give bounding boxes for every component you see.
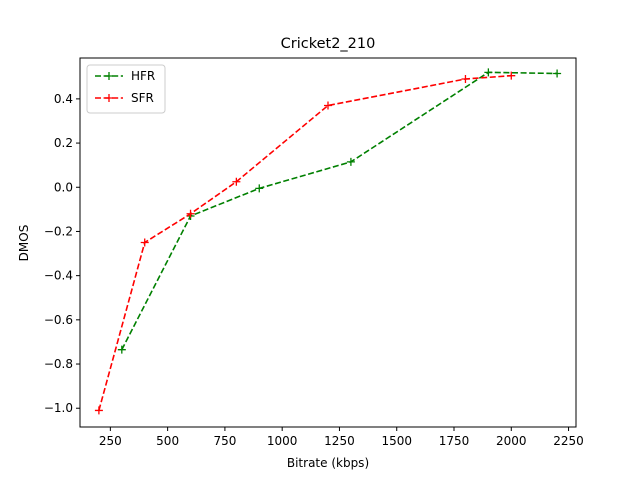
x-tick-label: 500 xyxy=(156,434,179,448)
legend-label: SFR xyxy=(131,91,154,105)
data-point-marker xyxy=(94,406,103,415)
data-point-marker xyxy=(232,177,241,186)
x-axis-title: Bitrate (kbps) xyxy=(287,456,369,470)
data-point-marker xyxy=(324,101,332,110)
data-point-marker xyxy=(186,209,195,218)
y-tick-label: −0.6 xyxy=(44,313,73,327)
x-tick-label: 2250 xyxy=(553,434,584,448)
y-tick-label: 0.4 xyxy=(54,92,73,106)
data-point-marker xyxy=(507,71,516,80)
data-point-marker xyxy=(553,69,562,78)
y-tick-label: 0.2 xyxy=(54,136,73,150)
x-tick-label: 1000 xyxy=(267,434,298,448)
data-point-marker xyxy=(461,74,470,83)
legend: HFR SFR xyxy=(86,64,166,114)
legend-entry-hfr: HFR xyxy=(95,69,155,83)
legend-entry-sfr: SFR xyxy=(95,91,154,105)
y-tick-label: 0.0 xyxy=(54,180,73,194)
data-point-marker xyxy=(255,184,264,193)
y-tick-label: −0.2 xyxy=(44,224,73,238)
y-tick-label: −0.4 xyxy=(44,269,73,283)
x-tick-label: 1750 xyxy=(439,434,470,448)
y-axis-title: DMOS xyxy=(17,225,31,262)
data-point-marker xyxy=(140,238,149,247)
y-tick-label: −1.0 xyxy=(44,401,73,415)
series-hfr xyxy=(117,68,562,354)
y-tick-label: −0.8 xyxy=(44,357,73,371)
legend-label: HFR xyxy=(131,69,155,83)
x-tick-label: 1500 xyxy=(381,434,412,448)
series-line-hfr xyxy=(121,71,558,351)
plot-area xyxy=(94,68,562,415)
axis-ticks: 250 500 750 1000 1250 1500 1750 2000 2250 −1.0 −0.… xyxy=(44,92,584,448)
series-sfr xyxy=(94,71,516,415)
series-line-sfr xyxy=(98,74,512,411)
legend-marker-sample xyxy=(105,72,113,80)
axes-frame xyxy=(79,57,577,428)
chart-title: Cricket2_210 xyxy=(281,36,376,52)
legend-marker-sample xyxy=(105,94,113,102)
data-point-marker xyxy=(117,345,126,354)
data-point-marker xyxy=(346,157,355,166)
x-tick-label: 1250 xyxy=(324,434,355,448)
legend-box xyxy=(86,64,166,114)
data-point-marker xyxy=(484,68,493,77)
x-tick-label: 2000 xyxy=(496,434,527,448)
x-tick-label: 250 xyxy=(99,434,122,448)
x-tick-label: 750 xyxy=(213,434,236,448)
